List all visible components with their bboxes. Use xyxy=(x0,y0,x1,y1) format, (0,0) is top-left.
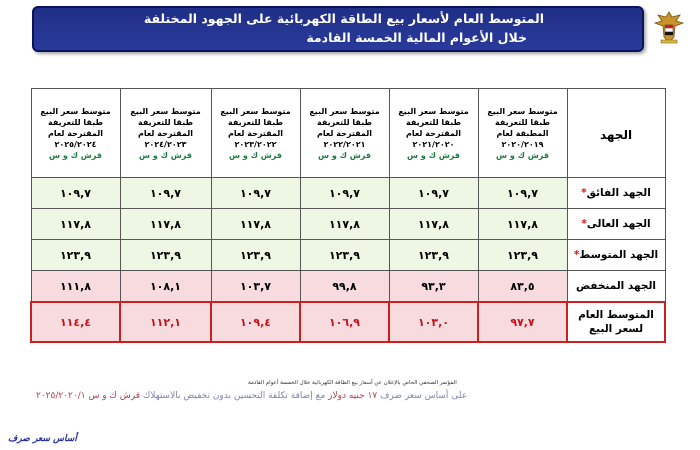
table-cell: ١٢٣,٩ xyxy=(30,239,121,271)
table-row: الجهد الفائق* ١٠٩,٧ ١٠٩,٧ ١٠٩,٧ ١٠٩,٧ ١٠… xyxy=(30,177,666,209)
table-cell: ١١١,٨ xyxy=(30,270,121,303)
price-table: الجهد متوسط سعر البيع طبقا للتعريفة المط… xyxy=(30,88,666,343)
table-cell: ١٠٩,٧ xyxy=(388,177,479,209)
column-header: متوسط سعر البيع طبقا للتعريفة المقترحة ل… xyxy=(119,88,212,178)
table-cell: ٨٣,٥ xyxy=(477,270,568,303)
column-header: متوسط سعر البيع طبقا للتعريفة المقترحة ل… xyxy=(210,88,301,178)
table-cell: ٩٧,٧ xyxy=(477,301,568,343)
row-label: المتوسط العام لسعر البيع xyxy=(566,301,666,343)
column-header: متوسط سعر البيع طبقا للتعريفة المطبقة لع… xyxy=(477,88,568,178)
table-cell: ٩٩,٨ xyxy=(299,270,390,303)
table-cell: ١٠٩,٧ xyxy=(210,177,301,209)
table-cell: ١١٧,٨ xyxy=(30,208,121,240)
title-banner: المتوسط العام لأسعار بيع الطاقة الكهربائ… xyxy=(32,6,644,52)
table-cell: ١٠٩,٤ xyxy=(210,301,301,343)
eagle-emblem-icon xyxy=(653,11,685,44)
table-cell: ١٢٣,٩ xyxy=(210,239,301,271)
row-label: الجهد الفائق* xyxy=(566,177,666,209)
footnote-part: على أساس سعر صرف xyxy=(380,391,468,401)
footnote-part: مع إضافة تكلفة التحسين xyxy=(233,391,326,401)
table-cell: ١٢٣,٩ xyxy=(299,239,390,271)
row-label: الجهد العالى* xyxy=(566,208,666,240)
table-cell: ١٠٩,٧ xyxy=(477,177,568,209)
table-cell: ١١٢,١ xyxy=(119,301,212,343)
title-line-1: المتوسط العام لأسعار بيع الطاقة الكهربائ… xyxy=(143,11,544,26)
table-cell: ٩٣,٣ xyxy=(388,270,479,303)
table-cell: ١٢٣,٩ xyxy=(119,239,212,271)
row-label: الجهد المتوسط* xyxy=(566,239,666,271)
table-cell: ١١٧,٨ xyxy=(119,208,212,240)
table-cell: ١٢٣,٩ xyxy=(388,239,479,271)
table-cell: ١٠٣,٧ xyxy=(210,270,301,303)
table-cell: ١١٧,٨ xyxy=(299,208,390,240)
table-row: الجهد المنخفض ٨٣,٥ ٩٣,٣ ٩٩,٨ ١٠٣,٧ ١٠٨,١… xyxy=(30,270,666,303)
title-line-2: خلال الأعوام المالية الخمسة القادمة xyxy=(306,30,527,45)
table-row: الجهد المتوسط* ١٢٣,٩ ١٢٣,٩ ١٢٣,٩ ١٢٣,٩ ١… xyxy=(30,239,666,271)
column-header: متوسط سعر البيع طبقا للتعريفة المقترحة ل… xyxy=(299,88,390,178)
table-cell: ١٠٣,٠ xyxy=(388,301,479,343)
row-label: الجهد المنخفض xyxy=(566,270,666,303)
average-row: المتوسط العام لسعر البيع ٩٧,٧ ١٠٣,٠ ١٠٦,… xyxy=(30,301,666,343)
table-cell: ١٠٩,٧ xyxy=(30,177,121,209)
footnote-part: ١٧ جنيه دولار xyxy=(328,391,378,401)
table-cell: ١٠٩,٧ xyxy=(299,177,390,209)
table-cell: ١١٧,٨ xyxy=(477,208,568,240)
column-header: متوسط سعر البيع طبقا للتعريفة المقترحة ل… xyxy=(30,88,121,178)
table-cell: ١١٧,٨ xyxy=(210,208,301,240)
header-row: الجهد متوسط سعر البيع طبقا للتعريفة المط… xyxy=(30,88,666,178)
footnote-part: بدون تخفيض بالاستهلاك xyxy=(142,391,231,401)
brand-label: أساس سعر صرف xyxy=(8,434,77,444)
table-cell: ١٠٩,٧ xyxy=(119,177,212,209)
table-cell: ١٢٣,٩ xyxy=(477,239,568,271)
footnote-main: على أساس سعر صرف ١٧ جنيه دولار مع إضافة … xyxy=(36,391,636,405)
footnote-part: قرش ك و س ٢٠٢٥/٢٠٢٠/١ xyxy=(36,391,141,401)
column-header: متوسط سعر البيع طبقا للتعريفة المقترحة ل… xyxy=(388,88,479,178)
corner-header: الجهد xyxy=(566,88,666,178)
table-cell: ١٠٨,١ xyxy=(119,270,212,303)
table-cell: ١٠٦,٩ xyxy=(299,301,390,343)
table-cell: ١١٧,٨ xyxy=(388,208,479,240)
footnote-small: المؤتمر الصحفي الخاص بالإعلان عن أسعار ب… xyxy=(248,380,457,386)
table-cell: ١١٤,٤ xyxy=(30,301,121,343)
table-row: الجهد العالى* ١١٧,٨ ١١٧,٨ ١١٧,٨ ١١٧,٨ ١١… xyxy=(30,208,666,240)
